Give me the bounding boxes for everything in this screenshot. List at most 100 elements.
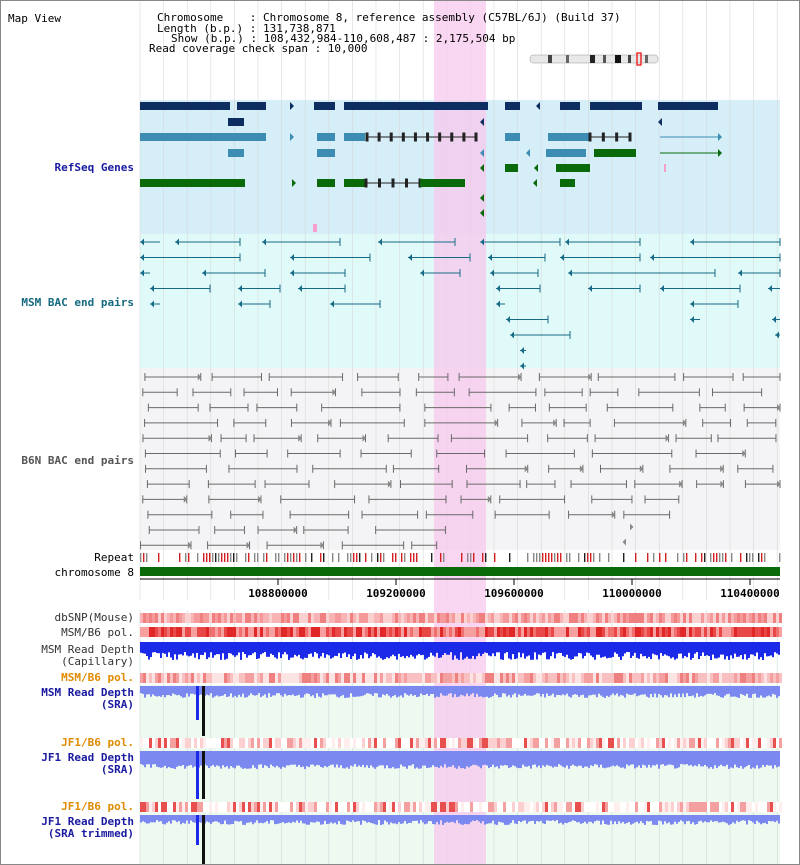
depth-bar — [156, 815, 158, 821]
depth-bar — [752, 642, 754, 655]
polymorphism-cell — [299, 627, 302, 637]
depth-bar — [644, 815, 646, 825]
polymorphism-cell — [482, 802, 485, 812]
depth-bar — [150, 686, 152, 697]
track-label-jf1-b6-pol[interactable]: JF1/B6 pol. — [61, 736, 134, 749]
depth-bar — [410, 642, 412, 655]
depth-bar — [218, 815, 220, 823]
polymorphism-cell — [569, 673, 572, 683]
polymorphism-cell — [254, 627, 257, 637]
depth-bar — [570, 686, 572, 698]
polymorphism-cell — [398, 802, 401, 812]
track-label-repeat[interactable]: Repeat — [94, 551, 134, 564]
depth-bar — [316, 686, 318, 694]
polymorphism-cell — [551, 802, 554, 812]
depth-bar — [516, 815, 518, 824]
polymorphism-cell — [587, 613, 590, 623]
depth-bar — [414, 815, 416, 821]
depth-bar — [244, 686, 246, 698]
polymorphism-cell — [737, 738, 740, 748]
polymorphism-cell — [362, 627, 365, 637]
polymorphism-cell — [212, 673, 215, 683]
polymorphism-cell — [662, 738, 665, 748]
polymorphism-cell — [236, 802, 239, 812]
track-label-msm-b6-pol-sra[interactable]: MSM/B6 pol. — [61, 671, 134, 684]
polymorphism-cell — [242, 738, 245, 748]
selection-highlight[interactable] — [434, 0, 486, 865]
depth-bar — [760, 815, 762, 825]
polymorphism-cell — [410, 613, 413, 623]
polymorphism-cell — [530, 738, 533, 748]
polymorphism-cell — [779, 613, 782, 623]
depth-bar — [538, 815, 540, 822]
depth-bar — [204, 642, 206, 653]
depth-bar — [546, 751, 548, 765]
strand-arrow — [565, 238, 569, 246]
depth-bar — [490, 642, 492, 657]
track-label-chromosome[interactable]: chromosome 8 — [55, 566, 134, 579]
repeat-element — [140, 553, 142, 562]
depth-bar — [584, 642, 586, 657]
depth-bar — [466, 815, 468, 825]
depth-bar — [374, 751, 376, 769]
depth-bar — [552, 642, 554, 653]
depth-bar — [294, 686, 296, 697]
repeat-element — [206, 553, 208, 562]
track-label-refseq[interactable]: RefSeq Genes — [55, 161, 134, 174]
track-label-msm-depth-capillary[interactable]: MSM Read Depth — [41, 643, 134, 656]
repeat-element — [305, 553, 307, 562]
depth-bar — [408, 686, 410, 696]
depth-bar — [380, 751, 382, 766]
track-label-msm-bac[interactable]: MSM BAC end pairs — [21, 296, 134, 309]
depth-bar — [278, 686, 280, 694]
chromosome-ideogram[interactable] — [529, 52, 659, 66]
polymorphism-cell — [509, 627, 512, 637]
depth-bar — [450, 815, 452, 823]
polymorphism-cell — [521, 613, 524, 623]
depth-spike — [202, 815, 205, 865]
polymorphism-cell — [506, 802, 509, 812]
repeat-element — [542, 553, 544, 562]
polymorphism-cell — [206, 613, 209, 623]
strand-arrow — [480, 118, 484, 126]
polymorphism-cell — [611, 738, 614, 748]
depth-bar — [516, 642, 518, 659]
depth-bar — [464, 815, 466, 824]
depth-bar — [384, 815, 386, 821]
track-label-jf1-b6-pol-2[interactable]: JF1/B6 pol. — [61, 800, 134, 813]
depth-bar — [444, 815, 446, 823]
track-label-msm-b6-pol[interactable]: MSM/B6 pol. — [61, 626, 134, 639]
strand-arrow — [238, 285, 242, 292]
depth-bar — [576, 751, 578, 767]
depth-bar — [300, 815, 302, 821]
depth-bar — [180, 686, 182, 697]
strand-arrow — [611, 511, 616, 519]
track-label-dbsnp[interactable]: dbSNP(Mouse) — [55, 611, 134, 624]
track-label-msm-depth-sra[interactable]: MSM Read Depth — [41, 686, 134, 699]
depth-bar — [602, 751, 604, 768]
depth-bar — [480, 751, 482, 769]
depth-bar — [508, 815, 510, 825]
polymorphism-cell — [386, 802, 389, 812]
depth-bar — [728, 642, 730, 660]
polymorphism-cell — [659, 738, 662, 748]
polymorphism-cell — [773, 673, 776, 683]
polymorphism-cell — [626, 738, 629, 748]
polymorphism-cell — [443, 627, 446, 637]
depth-bar — [616, 642, 618, 654]
repeat-element — [212, 553, 214, 562]
depth-bar — [478, 815, 480, 822]
polymorphism-cell — [218, 627, 221, 637]
repeat-element — [284, 553, 286, 562]
polymorphism-cell — [464, 673, 467, 683]
polymorphism-cell — [767, 613, 770, 623]
track-label-jf1-depth-sra[interactable]: JF1 Read Depth — [41, 751, 134, 764]
depth-bar — [170, 815, 172, 824]
track-label-jf1-depth-trimmed[interactable]: JF1 Read Depth — [41, 815, 134, 828]
polymorphism-cell — [389, 627, 392, 637]
track-label-b6n-bac[interactable]: B6N BAC end pairs — [21, 454, 134, 467]
depth-bar — [318, 686, 320, 697]
depth-bar — [310, 751, 312, 765]
gene-block — [317, 179, 335, 187]
